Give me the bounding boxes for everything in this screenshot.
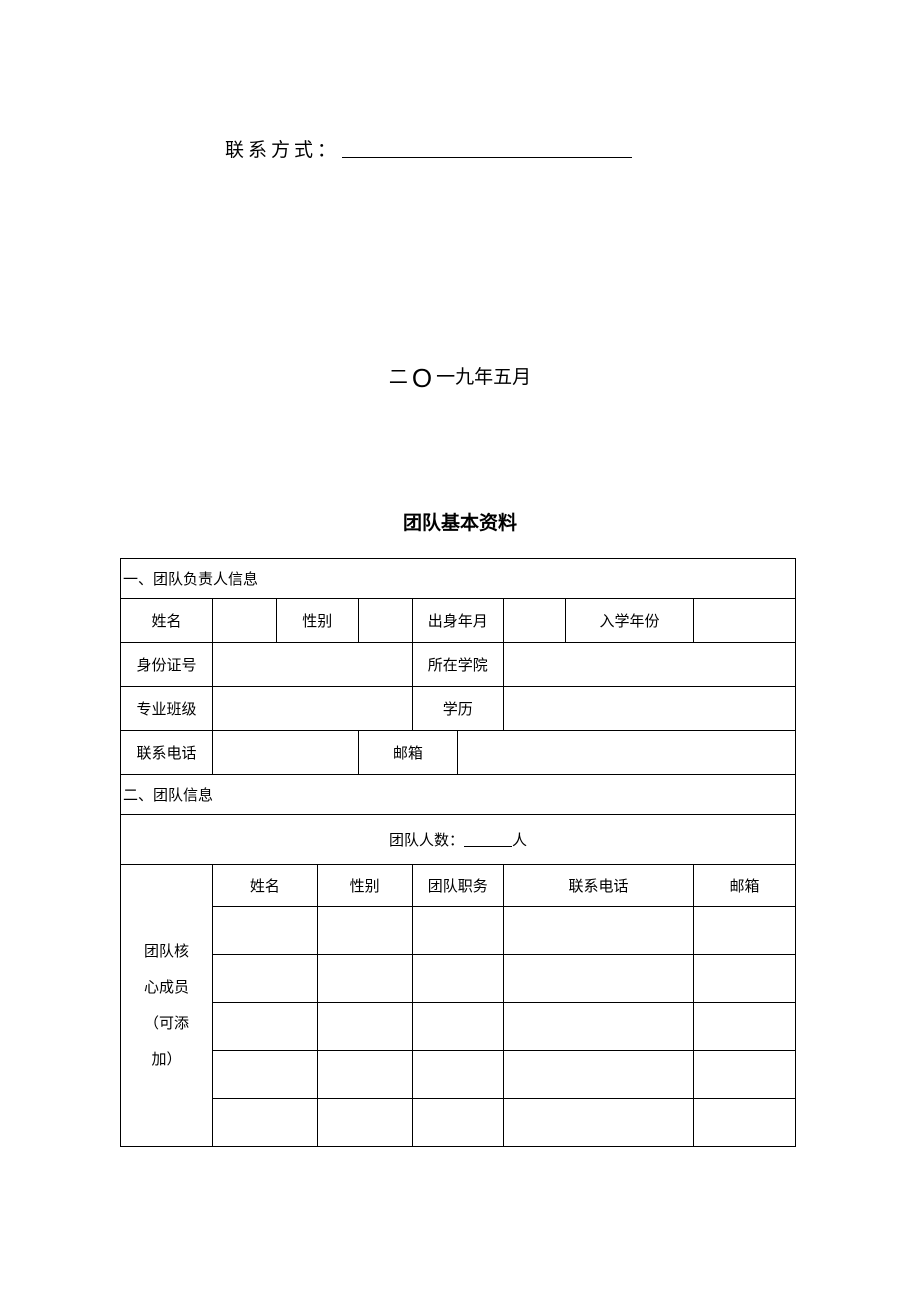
- member-email-5: [694, 1099, 796, 1147]
- date-circle: O: [412, 363, 432, 394]
- member-phone-3: [504, 1003, 694, 1051]
- phone-value: [213, 731, 359, 775]
- name-label: 姓名: [121, 599, 213, 643]
- member-gender-3: [317, 1003, 412, 1051]
- member-role-2: [412, 955, 503, 1003]
- class-value: [213, 687, 413, 731]
- member-gender-5: [317, 1099, 412, 1147]
- member-name-3: [213, 1003, 318, 1051]
- member-row-1: [121, 907, 796, 955]
- document-page: 联系方式： 二O一九年五月 团队基本资料 一、团队负责人信息 姓名 性别 出身年…: [0, 0, 920, 1301]
- member-phone-1: [504, 907, 694, 955]
- core-label-l4: 加）: [151, 1052, 181, 1068]
- leader-row2: 身份证号 所在学院: [121, 643, 796, 687]
- college-label: 所在学院: [412, 643, 503, 687]
- contact-underline: [342, 157, 632, 158]
- member-email-4: [694, 1051, 796, 1099]
- team-count-cell: 团队人数： 人: [121, 815, 796, 865]
- member-role-3: [412, 1003, 503, 1051]
- member-phone-4: [504, 1051, 694, 1099]
- id-label: 身份证号: [121, 643, 213, 687]
- birth-value: [504, 599, 566, 643]
- email-value: [458, 731, 796, 775]
- edu-value: [504, 687, 796, 731]
- member-role-1: [412, 907, 503, 955]
- edu-label: 学历: [412, 687, 503, 731]
- member-row-2: [121, 955, 796, 1003]
- member-gender-4: [317, 1051, 412, 1099]
- member-gender-header: 性别: [317, 865, 412, 907]
- member-email-1: [694, 907, 796, 955]
- team-count-prefix: 团队人数：: [389, 833, 464, 849]
- email-label: 邮箱: [358, 731, 458, 775]
- name-value: [213, 599, 277, 643]
- member-role-4: [412, 1051, 503, 1099]
- class-label: 专业班级: [121, 687, 213, 731]
- member-email-header: 邮箱: [694, 865, 796, 907]
- contact-label: 联系方式：: [225, 140, 340, 161]
- core-member-label: 团队核 心成员 （可添 加）: [121, 865, 213, 1147]
- enroll-value: [694, 599, 796, 643]
- member-name-4: [213, 1051, 318, 1099]
- contact-method-line: 联系方式：: [225, 135, 632, 162]
- date-suffix: 一九年五月: [436, 367, 531, 388]
- core-label-l1: 团队核: [144, 944, 189, 960]
- section2-header-row: 二、团队信息: [121, 775, 796, 815]
- leader-row4: 联系电话 邮箱: [121, 731, 796, 775]
- leader-row1: 姓名 性别 出身年月 入学年份: [121, 599, 796, 643]
- team-count-suffix: 人: [512, 833, 527, 849]
- member-gender-2: [317, 955, 412, 1003]
- member-email-2: [694, 955, 796, 1003]
- team-count-underline: [464, 846, 512, 847]
- gender-label: 性别: [277, 599, 359, 643]
- member-gender-1: [317, 907, 412, 955]
- id-value: [213, 643, 413, 687]
- date-line: 二O一九年五月: [0, 362, 920, 394]
- member-row-3: [121, 1003, 796, 1051]
- phone-label: 联系电话: [121, 731, 213, 775]
- member-phone-header: 联系电话: [504, 865, 694, 907]
- college-value: [504, 643, 796, 687]
- leader-row3: 专业班级 学历: [121, 687, 796, 731]
- section1-header-row: 一、团队负责人信息: [121, 559, 796, 599]
- member-name-5: [213, 1099, 318, 1147]
- member-role-5: [412, 1099, 503, 1147]
- team-info-table: 一、团队负责人信息 姓名 性别 出身年月 入学年份 身份证号 所在学院 专业班级…: [120, 558, 796, 1147]
- section1-header: 一、团队负责人信息: [121, 559, 796, 599]
- member-row-4: [121, 1051, 796, 1099]
- birth-label: 出身年月: [412, 599, 503, 643]
- member-phone-2: [504, 955, 694, 1003]
- section-title: 团队基本资料: [0, 508, 920, 535]
- enroll-label: 入学年份: [566, 599, 694, 643]
- gender-value: [358, 599, 412, 643]
- team-count-row: 团队人数： 人: [121, 815, 796, 865]
- section2-header: 二、团队信息: [121, 775, 796, 815]
- member-role-header: 团队职务: [412, 865, 503, 907]
- member-phone-5: [504, 1099, 694, 1147]
- member-header-row: 团队核 心成员 （可添 加） 姓名 性别 团队职务 联系电话 邮箱: [121, 865, 796, 907]
- member-name-2: [213, 955, 318, 1003]
- member-name-1: [213, 907, 318, 955]
- core-label-l3: （可添: [144, 1016, 189, 1032]
- member-name-header: 姓名: [213, 865, 318, 907]
- member-email-3: [694, 1003, 796, 1051]
- member-row-5: [121, 1099, 796, 1147]
- date-prefix: 二: [389, 367, 408, 388]
- core-label-l2: 心成员: [144, 980, 189, 996]
